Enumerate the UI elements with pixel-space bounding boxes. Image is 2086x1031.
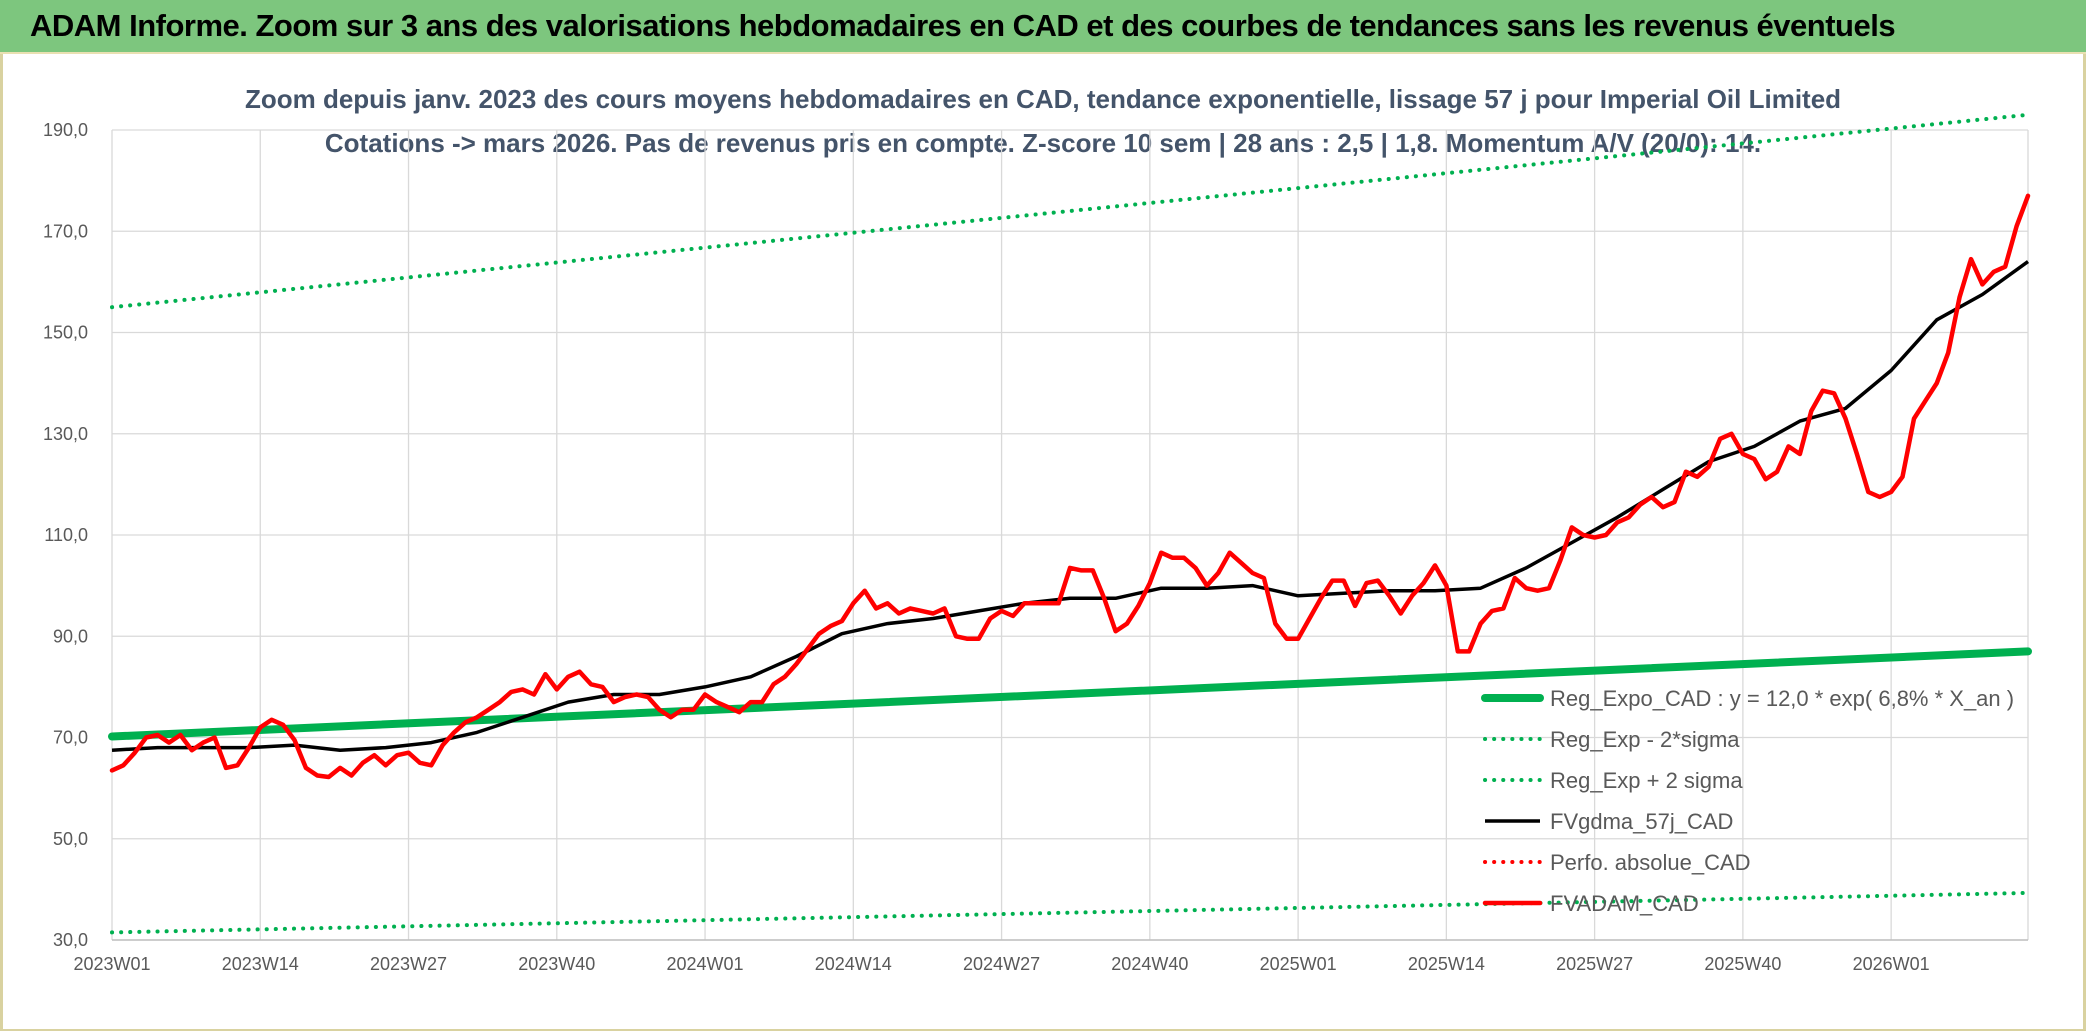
y-tick-label: 150,0: [43, 323, 88, 343]
y-tick-label: 70,0: [53, 728, 88, 748]
x-tick-label: 2024W40: [1111, 954, 1188, 974]
chart-subtitle: Cotations -> mars 2026. Pas de revenus p…: [324, 128, 1762, 158]
x-tick-label: 2023W01: [73, 954, 150, 974]
legend-entry: Reg_Expo_CAD : y = 12,0 * exp( 6,8% * X_…: [1550, 686, 2014, 711]
x-tick-label: 2023W14: [222, 954, 299, 974]
x-tick-label: 2025W14: [1408, 954, 1485, 974]
y-tick-label: 30,0: [53, 930, 88, 950]
x-tick-label: 2026W01: [1853, 954, 1930, 974]
y-tick-label: 110,0: [44, 525, 88, 545]
series-line-1: [110, 890, 2030, 935]
x-tick-label: 2025W01: [1260, 954, 1337, 974]
x-tick-label: 2024W27: [963, 954, 1040, 974]
x-tick-label: 2023W40: [518, 954, 595, 974]
x-tick-label: 2023W27: [370, 954, 447, 974]
series-line-3: [111, 260, 2030, 752]
x-tick-label: 2025W27: [1556, 954, 1633, 974]
legend-entry: Perfo. absolue_CAD: [1550, 850, 1751, 875]
x-tick-label: 2024W14: [815, 954, 892, 974]
legend-entry: FVADAM_CAD: [1550, 891, 1699, 916]
chart-frame: [0, 54, 2086, 1031]
chart-title: Zoom depuis janv. 2023 des cours moyens …: [244, 84, 1842, 114]
x-tick-label: 2024W01: [667, 954, 744, 974]
legend-entry: Reg_Exp - 2*sigma: [1550, 727, 1740, 752]
y-tick-label: 170,0: [43, 221, 88, 241]
report-banner: ADAM Informe. Zoom sur 3 ans des valoris…: [0, 0, 2086, 54]
legend-entry: Reg_Exp + 2 sigma: [1550, 768, 1743, 793]
report-title: ADAM Informe. Zoom sur 3 ans des valoris…: [30, 8, 1896, 43]
series-line-0: [108, 647, 2032, 741]
x-tick-label: 2025W40: [1704, 954, 1781, 974]
y-tick-label: 50,0: [53, 829, 88, 849]
legend-entry: FVgdma_57j_CAD: [1550, 809, 1733, 834]
series-line-5: [109, 193, 2031, 780]
series-line-2: [110, 112, 2030, 310]
y-tick-label: 130,0: [43, 424, 88, 444]
y-tick-label: 90,0: [53, 626, 88, 646]
y-tick-label: 190,0: [43, 120, 88, 140]
